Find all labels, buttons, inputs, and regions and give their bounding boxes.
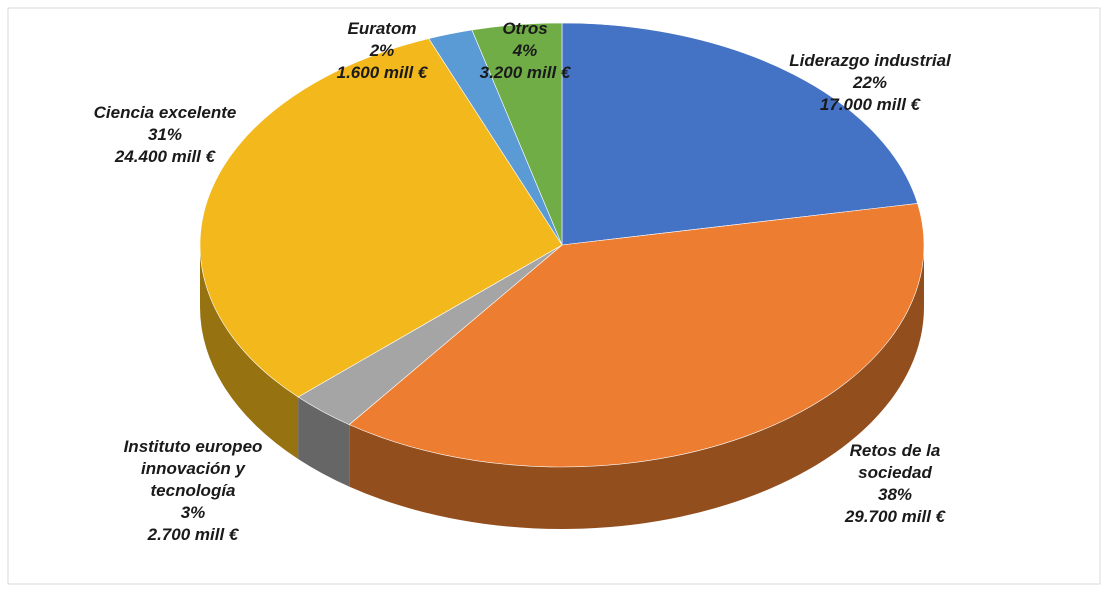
amount-label: 17.000 mill € <box>819 95 921 114</box>
category-label: Euratom <box>347 19 417 38</box>
amount-label: 1.600 mill € <box>336 63 428 82</box>
category-label: Retos de la sociedad <box>849 441 941 482</box>
percent-label: 22% <box>852 73 888 92</box>
slice <box>199 38 563 398</box>
amount-label: 24.400 mill € <box>114 147 216 166</box>
category-label: Instituto europeo innovación y tecnologí… <box>123 437 263 500</box>
slice <box>471 22 563 246</box>
slice <box>348 203 925 468</box>
slice-label: Retos de la sociedad 38% 29.700 mill € <box>845 440 945 528</box>
slice-label: Instituto europeo innovación y tecnologí… <box>124 436 263 546</box>
category-label: Otros <box>502 19 548 38</box>
slice-label: Ciencia excelente 31% 24.400 mill € <box>94 102 237 168</box>
category-label: Liderazgo industrial <box>789 51 951 70</box>
amount-label: 29.700 mill € <box>844 507 946 526</box>
category-label: Ciencia excelente <box>93 103 237 122</box>
percent-label: 4% <box>512 41 538 60</box>
percent-label: 3% <box>180 503 206 522</box>
amount-label: 2.700 mill € <box>147 525 239 544</box>
slice-side <box>298 396 350 487</box>
percent-label: 38% <box>877 485 913 504</box>
slice <box>561 22 918 246</box>
slice-side <box>200 245 299 459</box>
slice-side <box>349 245 924 530</box>
slice-label: Otros 4% 3.200 mill € <box>480 18 571 84</box>
percent-label: 31% <box>147 125 183 144</box>
amount-label: 3.200 mill € <box>479 63 571 82</box>
slice-label: Euratom 2% 1.600 mill € <box>337 18 428 84</box>
percent-label: 2% <box>369 41 395 60</box>
slice-label: Liderazgo industrial 22% 17.000 mill € <box>789 50 951 116</box>
